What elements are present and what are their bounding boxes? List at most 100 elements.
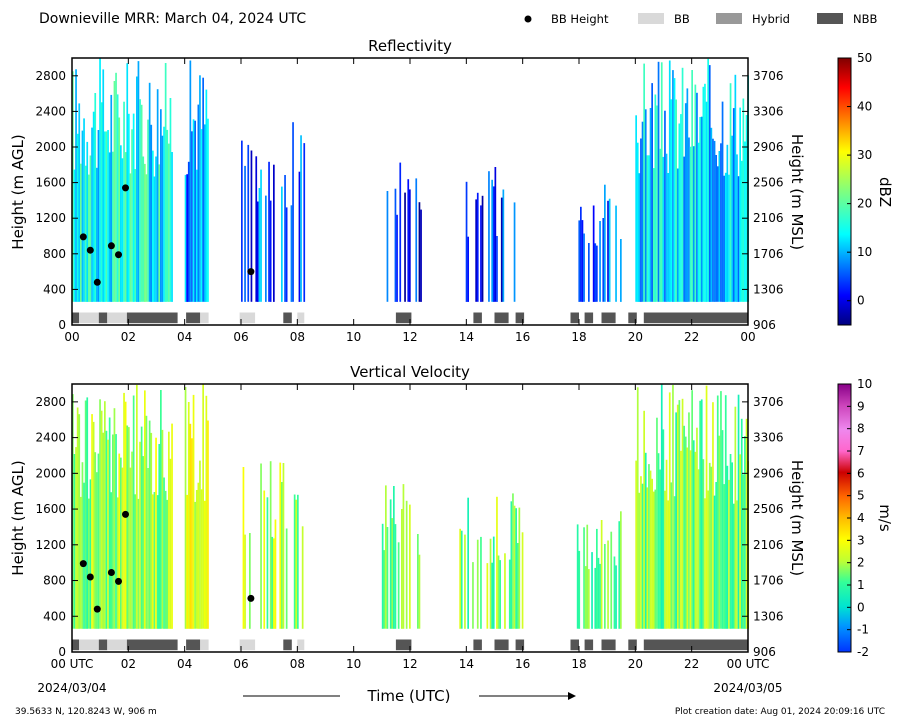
echo-column: [494, 167, 497, 302]
velocity-y2label: Height (m MSL): [788, 460, 806, 576]
echo-column: [100, 102, 103, 302]
echo-column: [657, 453, 660, 629]
echo-column: [652, 168, 655, 302]
echo-column: [247, 144, 250, 302]
echo-column: [191, 438, 193, 629]
echo-column: [588, 243, 590, 302]
bb-class-segment: [584, 639, 594, 651]
echo-column: [643, 63, 645, 302]
echo-column: [718, 435, 721, 629]
legend-bb-swatch: [638, 13, 664, 24]
echo-column: [244, 165, 246, 302]
y2-tick-label: 3706: [753, 395, 784, 409]
station-location: 39.5633 N, 120.8243 W, 906 m: [15, 707, 157, 717]
echo-column: [268, 161, 270, 302]
y-tick-label: 2400: [35, 104, 66, 118]
y-tick-label: 1200: [35, 211, 66, 225]
bb-legend: BB Height BB Hybrid NBB: [524, 12, 877, 26]
echo-column: [739, 454, 741, 629]
x-tick-label: 18: [571, 330, 586, 344]
echo-column: [194, 501, 196, 629]
echo-column: [592, 205, 595, 302]
echo-column: [84, 165, 87, 302]
echo-column: [409, 504, 411, 629]
x-tick-label: 02: [121, 657, 136, 671]
bb-class-segment: [515, 639, 525, 651]
echo-column: [696, 427, 698, 629]
x-tick-label: 10: [346, 330, 361, 344]
echo-column: [680, 450, 682, 629]
echo-column: [244, 534, 246, 629]
bb-height-point: [122, 510, 129, 518]
echo-column: [734, 406, 737, 629]
echo-column: [516, 543, 519, 629]
echo-column: [683, 425, 685, 629]
echo-column: [737, 176, 740, 302]
x-tick-label: 06: [233, 330, 248, 344]
echo-column: [641, 121, 644, 302]
echo-column: [207, 118, 209, 302]
figure-title: Downieville MRR: March 04, 2024 UTC: [39, 11, 306, 27]
echo-column: [699, 117, 701, 302]
echo-column: [500, 197, 503, 302]
echo-column: [584, 566, 587, 629]
echo-column: [654, 94, 657, 302]
echo-column: [89, 479, 92, 629]
echo-column: [668, 60, 671, 302]
echo-column: [83, 482, 85, 629]
echo-column: [195, 169, 198, 302]
echo-column: [681, 67, 684, 302]
echo-column: [91, 414, 93, 629]
echo-column: [707, 58, 709, 302]
echo-column: [192, 119, 195, 302]
bb-height-point: [107, 569, 115, 576]
x-tick-label: 14: [459, 657, 474, 671]
echo-column: [684, 103, 687, 302]
echo-column: [651, 478, 653, 629]
colorbar-tick-label: 40: [857, 100, 872, 114]
echo-column: [710, 127, 713, 302]
echo-column: [292, 122, 294, 302]
echo-column: [97, 130, 100, 302]
echo-column: [588, 569, 590, 629]
echo-column: [75, 69, 77, 302]
echo-column: [608, 198, 611, 302]
colorbar-tick-label: 30: [857, 148, 872, 162]
echo-column: [113, 408, 116, 629]
y-tick-label: 400: [43, 282, 66, 296]
echo-column: [491, 179, 493, 302]
echo-column: [600, 520, 603, 629]
echo-column: [389, 499, 392, 629]
bb-height-point: [247, 594, 255, 602]
y2-tick-label: 1306: [753, 609, 784, 623]
echo-column: [597, 557, 600, 629]
bb-class-segment: [239, 312, 256, 324]
reflectivity-colorbar-label: dBZ: [876, 177, 894, 207]
echo-column: [115, 434, 117, 629]
echo-column: [670, 99, 673, 302]
echo-column: [502, 189, 505, 302]
reflectivity-colorbar: [837, 57, 852, 326]
colorbar-tick-label: 10: [857, 245, 872, 259]
echo-column: [194, 120, 196, 302]
bb-class-segment: [628, 312, 637, 324]
echo-column: [148, 82, 151, 302]
echo-column: [184, 387, 187, 629]
echo-column: [594, 243, 597, 302]
echo-column: [242, 467, 245, 629]
echo-column: [676, 168, 679, 302]
echo-column: [732, 108, 735, 302]
echo-column: [726, 144, 729, 302]
echo-column: [702, 86, 705, 302]
time-axis-label: Time (UTC): [243, 687, 576, 705]
echo-column: [92, 111, 95, 302]
echo-column: [664, 490, 666, 629]
echo-column: [282, 463, 285, 629]
echo-column: [145, 415, 148, 629]
echo-column: [126, 425, 129, 629]
echo-column: [736, 500, 738, 629]
echo-column: [694, 84, 697, 302]
echo-column: [686, 447, 689, 629]
echo-column: [118, 117, 121, 302]
echo-column: [515, 508, 517, 629]
